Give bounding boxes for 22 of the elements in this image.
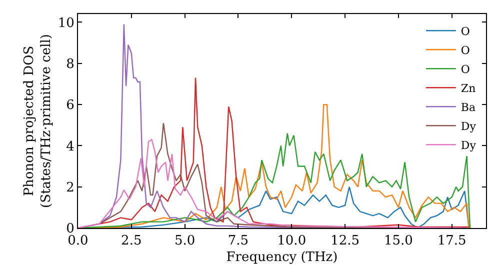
y-tick-label: 6 <box>66 98 74 114</box>
x-tick-label: 7.5 <box>228 234 249 249</box>
x-tick-label: 10.0 <box>277 234 306 249</box>
y-tick-label: 2 <box>66 180 74 196</box>
x-axis-title: Frequency (THz) <box>226 250 338 266</box>
y-tick-label: 10 <box>58 16 74 31</box>
legend-label: O <box>460 62 470 76</box>
x-tick-label: 0.0 <box>68 234 88 249</box>
x-tick-label: 5.0 <box>174 234 196 249</box>
y-axis-title: Phonon projected DOS (States/THz·primitive cell) <box>22 34 54 208</box>
x-tick-label: 15.0 <box>384 234 413 249</box>
legend-label: O <box>460 24 470 38</box>
y-tick-label: 8 <box>66 56 74 72</box>
legend-label: Zn <box>460 82 476 95</box>
legend-label: Dy <box>460 138 477 152</box>
legend-label: O <box>460 44 470 57</box>
legend-label: Ba <box>460 100 476 114</box>
x-tick-label: 2.5 <box>121 234 142 249</box>
legend-label: Dy <box>460 120 477 133</box>
x-tick-label: 12.5 <box>330 234 360 249</box>
x-tick-label: 17.5 <box>437 234 466 249</box>
y-tick-label: 4 <box>66 139 74 154</box>
